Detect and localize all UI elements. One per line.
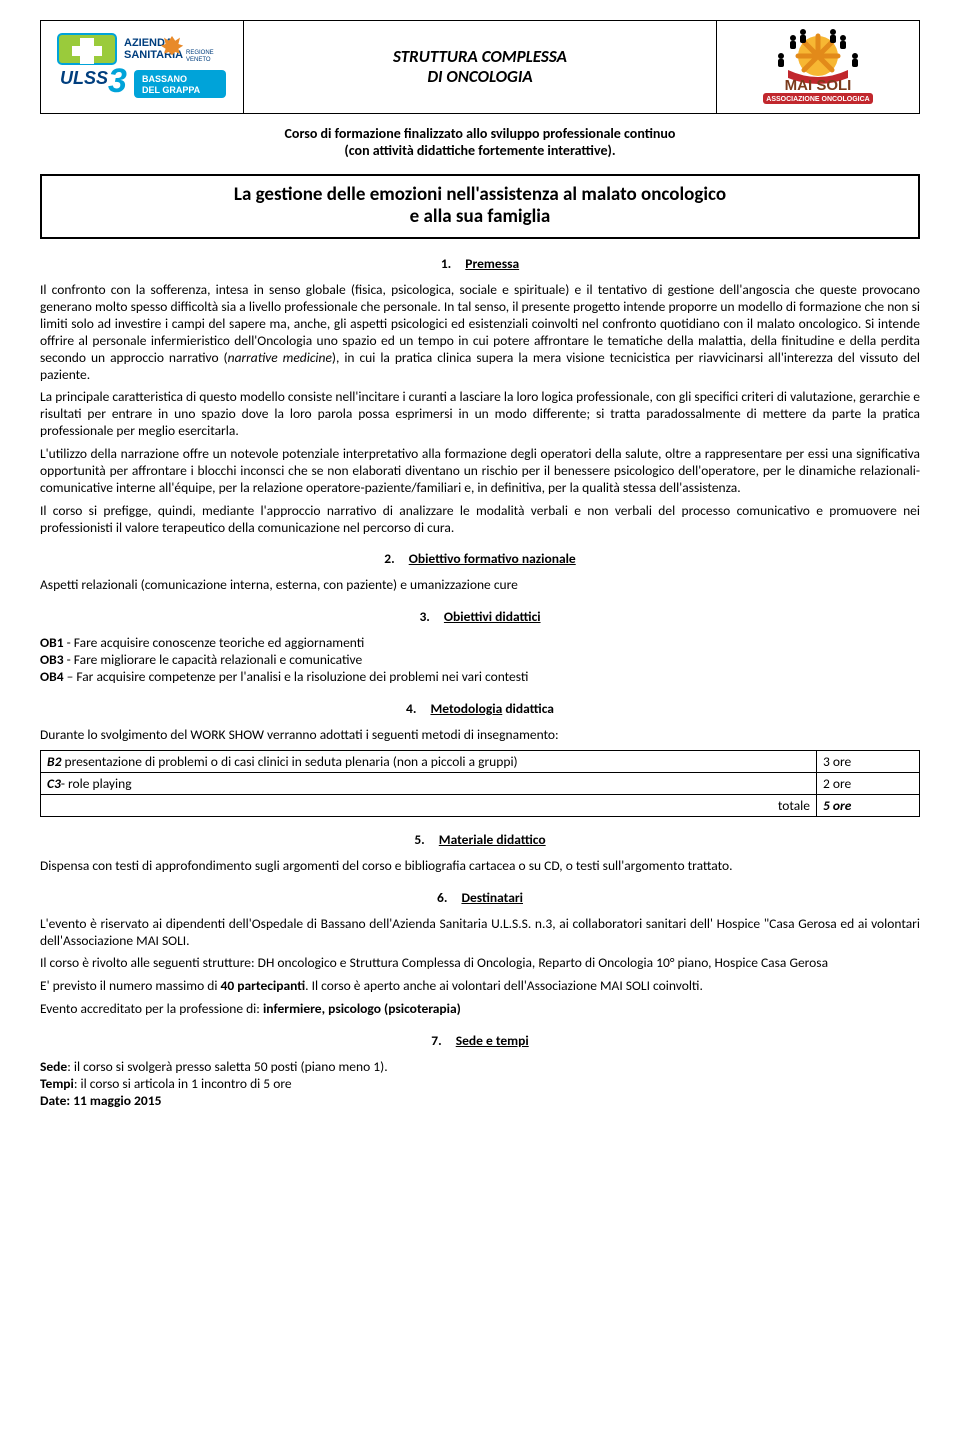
mai-soli-logo: MAI SOLI ASSOCIAZIONE ONCOLOGICA	[733, 28, 903, 106]
destinatari-p1: L'evento è riservato ai dipendenti dell'…	[40, 916, 920, 950]
section-3-heading: 3.Obiettivi didattici	[40, 608, 920, 625]
section-1-heading: 1.Premessa	[40, 255, 920, 272]
obiettivo-nazionale-text: Aspetti relazionali (comunicazione inter…	[40, 577, 920, 594]
svg-text:BASSANO: BASSANO	[142, 74, 187, 84]
method-row-total: totale 5 ore	[41, 794, 920, 816]
destinatari-p2: Il corso è rivolto alle seguenti struttu…	[40, 955, 920, 972]
svg-text:DEL GRAPPA: DEL GRAPPA	[142, 85, 201, 95]
logo-left-cell: AZIENDA SANITARIA REGIONE VENETO ULSS 3 …	[41, 21, 244, 114]
logo-right-cell: MAI SOLI ASSOCIAZIONE ONCOLOGICA	[717, 21, 920, 114]
section-6-heading: 6.Destinatari	[40, 889, 920, 906]
metodologia-intro: Durante lo svolgimento del WORK SHOW ver…	[40, 727, 920, 744]
ob3: OB3 - Fare migliorare le capacità relazi…	[40, 652, 920, 669]
svg-text:VENETO: VENETO	[186, 57, 211, 63]
svg-text:ASSOCIAZIONE ONCOLOGICA: ASSOCIAZIONE ONCOLOGICA	[766, 96, 869, 103]
svg-text:3: 3	[108, 62, 127, 100]
header-line1: STRUTTURA COMPLESSA	[393, 46, 567, 67]
header-table: AZIENDA SANITARIA REGIONE VENETO ULSS 3 …	[40, 20, 920, 114]
date-line: Date: 11 maggio 2015	[40, 1093, 920, 1110]
method-row-2: C3- role playing 2 ore	[41, 772, 920, 794]
intro-line2: (con attività didattiche fortemente inte…	[344, 142, 615, 159]
svg-text:REGIONE: REGIONE	[186, 50, 214, 56]
title-line2: e alla sua famiglia	[410, 205, 551, 228]
ob1: OB1 - Fare acquisire conoscenze teoriche…	[40, 635, 920, 652]
azienda-sanitaria-logo: AZIENDA SANITARIA REGIONE VENETO ULSS 3 …	[52, 28, 232, 106]
section-7-heading: 7.Sede e tempi	[40, 1032, 920, 1049]
ob4: OB4 – Far acquisire competenze per l'ana…	[40, 669, 920, 686]
section-5-heading: 5.Materiale didattico	[40, 831, 920, 848]
title-line1: La gestione delle emozioni nell'assisten…	[234, 183, 726, 206]
intro-block: Corso di formazione finalizzato allo svi…	[40, 126, 920, 160]
header-center: STRUTTURA COMPLESSA DI ONCOLOGIA	[244, 21, 717, 114]
sede-line: Sede: il corso si svolgerà presso salett…	[40, 1059, 920, 1076]
destinatari-p4: Evento accreditato per la professione di…	[40, 1001, 920, 1018]
premessa-p4: Il corso si prefigge, quindi, mediante l…	[40, 503, 920, 537]
section-4-heading: 4.Metodologia didattica	[40, 700, 920, 717]
premessa-p1: Il confronto con la sofferenza, intesa i…	[40, 282, 920, 383]
destinatari-p3: E' previsto il numero massimo di 40 part…	[40, 978, 920, 995]
svg-text:ULSS: ULSS	[60, 68, 108, 88]
section-2-heading: 2.Obiettivo formativo nazionale	[40, 550, 920, 567]
premessa-p2: La principale caratteristica di questo m…	[40, 389, 920, 440]
method-row-1: B2 presentazione di problemi o di casi c…	[41, 750, 920, 772]
tempi-line: Tempi: il corso si articola in 1 incontr…	[40, 1076, 920, 1093]
premessa-p3: L'utilizzo della narrazione offre un not…	[40, 446, 920, 497]
svg-text:MAI SOLI: MAI SOLI	[785, 77, 852, 94]
method-table: B2 presentazione di problemi o di casi c…	[40, 750, 920, 817]
materiale-text: Dispensa con testi di approfondimento su…	[40, 858, 920, 875]
intro-line1: Corso di formazione finalizzato allo svi…	[285, 125, 676, 142]
title-box: La gestione delle emozioni nell'assisten…	[40, 174, 920, 240]
header-line2: DI ONCOLOGIA	[427, 66, 532, 87]
